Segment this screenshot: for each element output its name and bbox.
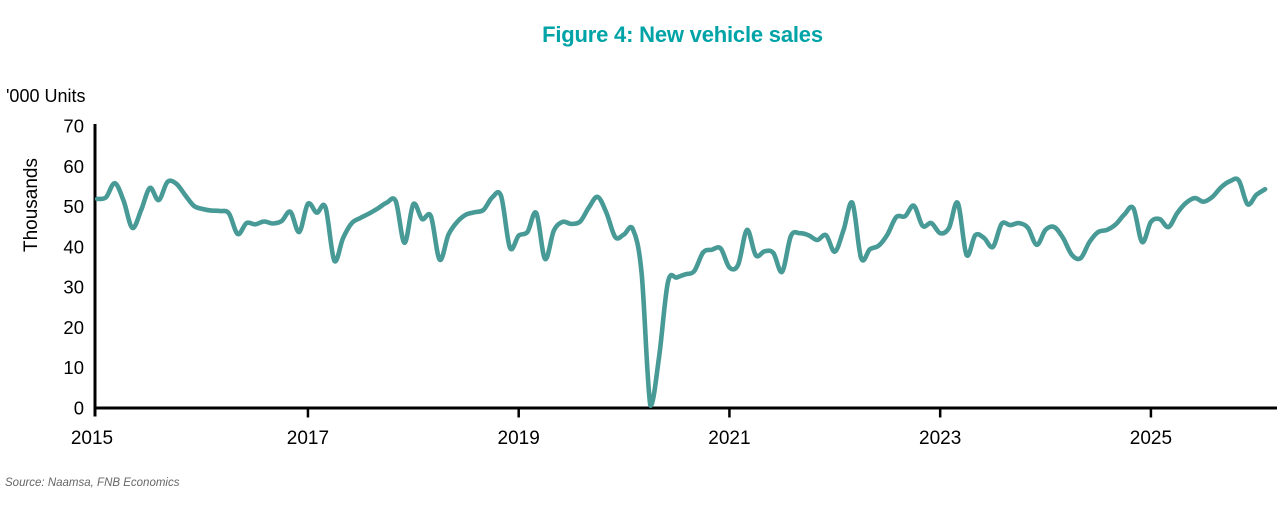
x-axis-tick-label: 2021 [708, 428, 750, 449]
source-note: Source: Naamsa, FNB Economics [5, 477, 180, 489]
y-axis-tick-label: 0 [74, 398, 84, 419]
chart-title: Figure 4: New vehicle sales [542, 22, 823, 47]
x-axis-tick-label: 2025 [1130, 428, 1172, 449]
y-axis-tick-label: 30 [63, 277, 84, 298]
y-units-label: '000 Units [6, 86, 86, 106]
y-axis-tick-label: 10 [63, 357, 84, 378]
x-axis-tick-label: 2015 [71, 428, 113, 449]
y-axis-tick-label: 60 [63, 156, 84, 177]
sales-line [94, 176, 1268, 408]
x-axis-tick-label: 2017 [287, 428, 329, 449]
x-axis-tick-label: 2023 [919, 428, 961, 449]
y-axis-tick-label: 40 [63, 236, 84, 257]
y-axis-tick-label: 20 [63, 317, 84, 338]
x-axis-tick-label: 2019 [498, 428, 540, 449]
y-axis-tick-label: 70 [63, 116, 84, 137]
y-axis-tick-label: 50 [63, 196, 84, 217]
